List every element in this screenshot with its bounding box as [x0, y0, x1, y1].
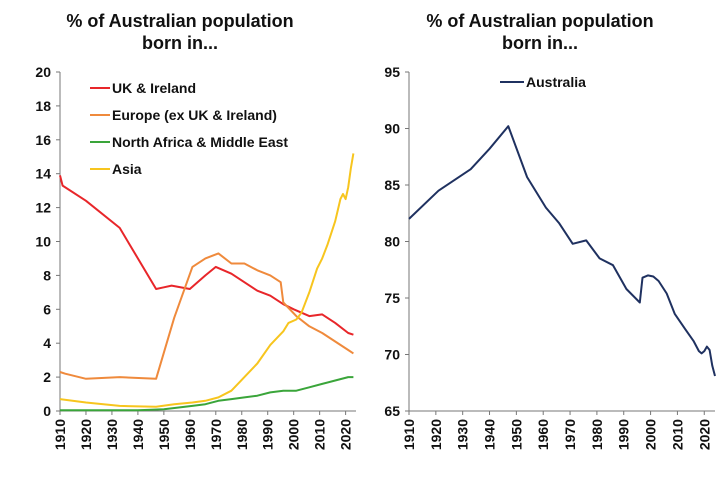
left-x-tick-label: 1920 [78, 419, 94, 450]
left-series-line-1 [59, 252, 354, 380]
right-y-tick-label: 70 [384, 347, 400, 363]
right-x-tick-label: 1930 [455, 419, 471, 450]
left-y-tick-label: 2 [43, 369, 51, 385]
left-x-tick-label: 1910 [52, 419, 68, 450]
left-x-tick-label: 1990 [260, 419, 276, 450]
left-y-tick-label: 10 [35, 234, 51, 250]
left-y-tick-label: 8 [43, 267, 51, 283]
left-chart-title-line1: % of Australian population [66, 11, 294, 31]
left-series-line-0 [59, 175, 354, 336]
left-x-tick-label: 1970 [208, 419, 224, 450]
right-chart-svg: 65 70 75 80 85 90 95 1910 1920 1930 1940 1950 1960 19… [384, 64, 716, 450]
right-x-tick-label: 1920 [428, 419, 444, 450]
right-y-tick-label: 75 [384, 290, 400, 306]
left-y-tick-label: 12 [35, 200, 51, 216]
right-x-tick-label: 2020 [696, 419, 712, 450]
left-y-tick-label: 16 [35, 132, 51, 148]
right-y-tick-label: 95 [384, 64, 400, 80]
right-y-tick-label: 80 [384, 234, 400, 250]
left-series-line-3 [59, 153, 355, 408]
left-y-tick-label: 20 [35, 64, 51, 80]
right-x-tick-label: 1940 [482, 419, 498, 450]
left-x-tick-label: 2000 [286, 419, 302, 450]
left-legend-label-2: North Africa & Middle East [112, 134, 288, 150]
right-y-tick-label: 85 [384, 177, 400, 193]
right-x-tick-label: 2000 [643, 419, 659, 450]
right-y-tick-label: 65 [384, 403, 400, 419]
left-y-tick-label: 0 [43, 403, 51, 419]
left-chart-svg: 0 2 4 6 8 10 12 14 16 18 20 1910 1920 1930 1940 1950 196… [35, 64, 356, 450]
right-x-tick-label: 1910 [401, 419, 417, 450]
left-x-tick-label: 2010 [312, 419, 328, 450]
left-chart-title-line2: born in... [142, 33, 218, 53]
right-x-tick-label: 1980 [589, 419, 605, 450]
right-chart-title: % of Australian population born in... [360, 10, 720, 54]
left-x-tick-label: 1960 [182, 419, 198, 450]
left-y-tick-label: 14 [35, 166, 51, 182]
left-chart-panel: % of Australian population born in... 0 2… [0, 10, 360, 450]
right-series-line-0 [408, 125, 716, 377]
left-y-tick-label: 18 [35, 98, 51, 114]
left-chart-title: % of Australian population born in... [0, 10, 360, 54]
right-x-tick-label: 1990 [616, 419, 632, 450]
left-x-tick-label: 1950 [156, 419, 172, 450]
right-chart-title-line1: % of Australian population [426, 11, 654, 31]
left-x-tick-label: 1930 [104, 419, 120, 450]
right-x-tick-label: 1970 [562, 419, 578, 450]
left-legend-label-3: Asia [112, 161, 142, 177]
right-x-tick-label: 1960 [535, 419, 551, 450]
left-series-line-2 [60, 376, 354, 412]
left-legend-label-0: UK & Ireland [112, 80, 196, 96]
left-y-tick-label: 6 [43, 301, 51, 317]
right-x-tick-label: 2010 [669, 419, 685, 450]
left-x-tick-label: 1980 [234, 419, 250, 450]
right-y-tick-label: 90 [384, 121, 400, 137]
left-x-tick-label: 1940 [130, 419, 146, 450]
left-y-tick-label: 4 [43, 335, 51, 351]
left-legend-label-1: Europe (ex UK & Ireland) [112, 107, 277, 123]
right-chart-panel: % of Australian population born in... 65… [360, 0, 720, 478]
right-legend-label-0: Australia [526, 74, 586, 90]
right-chart-title-line2: born in... [502, 33, 578, 53]
right-x-tick-label: 1950 [508, 419, 524, 450]
left-x-tick-label: 2020 [338, 419, 354, 450]
